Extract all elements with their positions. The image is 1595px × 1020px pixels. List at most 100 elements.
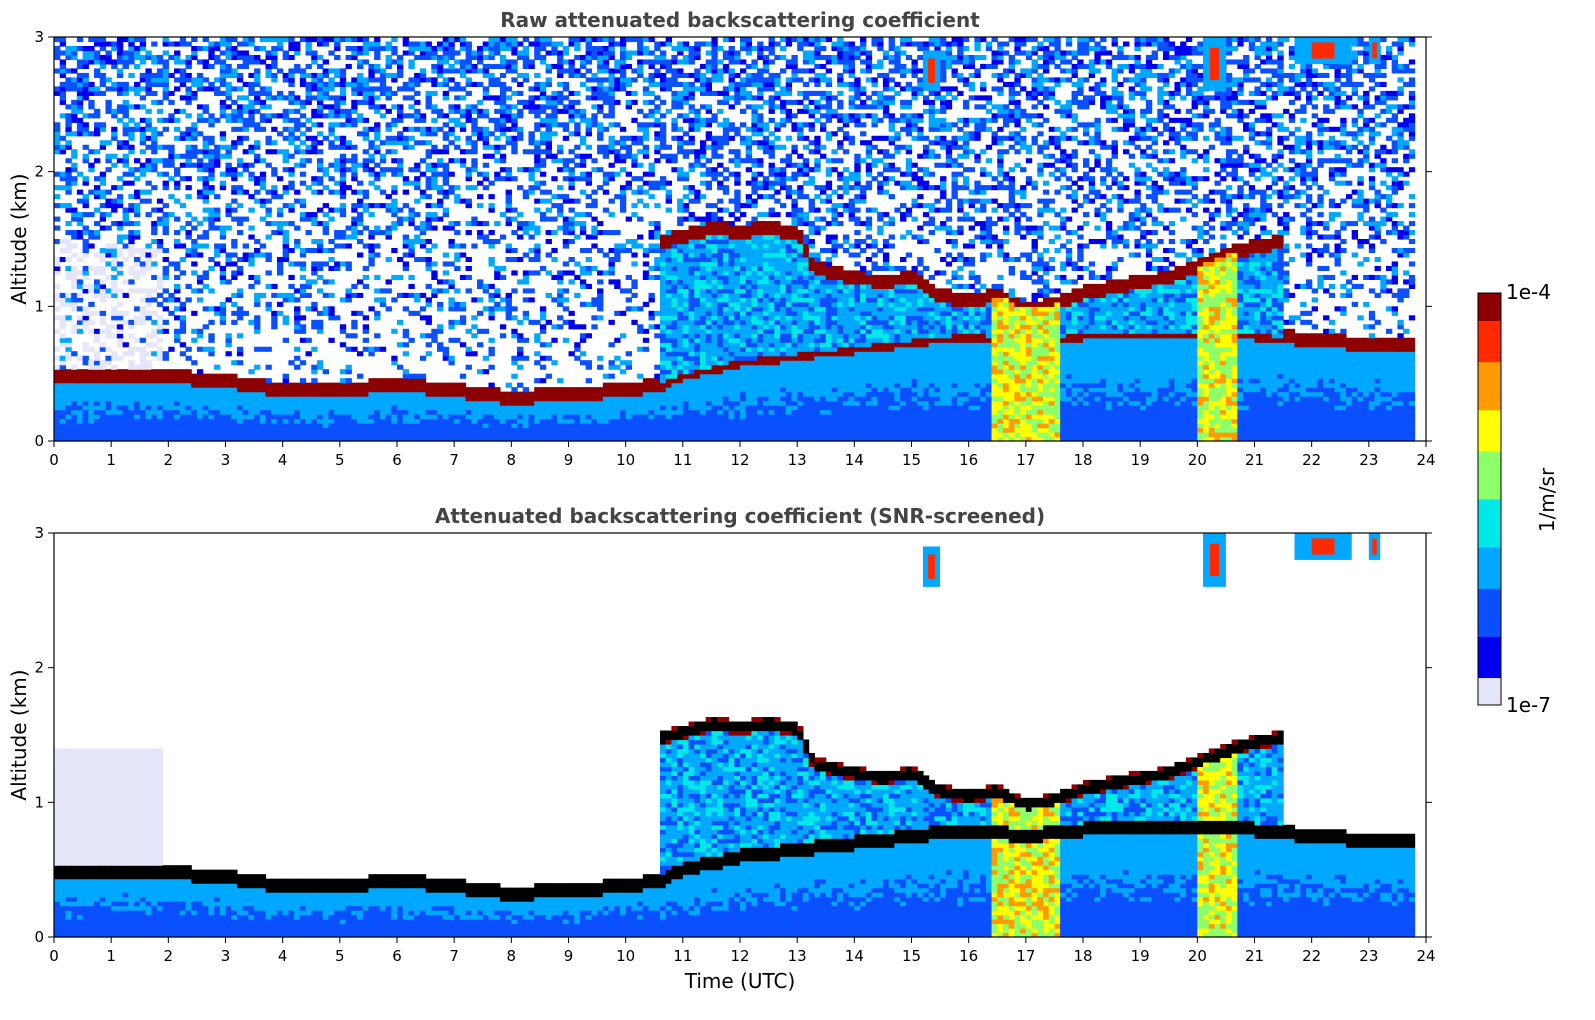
heatmap-cell (425, 333, 432, 339)
heatmap-cell (671, 324, 678, 330)
heatmap-cell (71, 243, 78, 249)
heatmap-cell (642, 90, 650, 96)
heatmap-cell (105, 414, 112, 420)
heatmap-cell (574, 346, 581, 352)
heatmap-cell (431, 423, 438, 429)
heatmap-cell (288, 171, 295, 177)
heatmap-cell (116, 37, 124, 43)
heatmap-cell (597, 77, 604, 83)
heatmap-cell (431, 400, 438, 406)
heatmap-cell (134, 373, 141, 379)
heatmap-cell (528, 423, 535, 429)
heatmap-cell (671, 382, 678, 388)
heatmap-cell (116, 45, 124, 52)
heatmap-cell (351, 45, 358, 52)
heatmap-cell (557, 391, 564, 397)
heatmap-cell (385, 149, 392, 155)
heatmap-cell (459, 198, 467, 204)
heatmap-cell (151, 185, 158, 191)
heatmap-cell (659, 99, 667, 105)
heatmap-cell (111, 373, 118, 379)
heatmap-cell (419, 77, 427, 83)
heatmap-cell (608, 364, 615, 370)
heatmap-cell (116, 288, 124, 294)
heatmap-cell (351, 423, 358, 429)
heatmap-cell (351, 387, 358, 393)
heatmap-cell (625, 409, 632, 415)
heatmap-cell (82, 346, 89, 352)
heatmap-cell (431, 427, 438, 433)
heatmap-cell (574, 144, 581, 150)
heatmap-cell (465, 409, 472, 415)
heatmap-cell (208, 306, 215, 312)
heatmap-cell (574, 387, 581, 393)
heatmap-cell (517, 418, 524, 424)
heatmap-cell (659, 113, 667, 119)
heatmap-cell (477, 230, 484, 236)
heatmap-cell (351, 189, 358, 195)
heatmap-cell (534, 45, 541, 52)
heatmap-cell (362, 126, 370, 132)
heatmap-cell (276, 225, 284, 231)
heatmap-cell (214, 162, 221, 168)
heatmap-cell (597, 135, 604, 141)
heatmap-cell (465, 77, 472, 83)
heatmap-cell (162, 288, 169, 294)
heatmap-cell (511, 409, 518, 415)
heatmap-cell (82, 310, 89, 316)
heatmap-cell (471, 324, 478, 330)
heatmap-cell (351, 414, 358, 420)
heatmap-cell (288, 185, 295, 191)
heatmap-cell (219, 423, 227, 429)
heatmap-cell (276, 256, 284, 263)
heatmap-cell (105, 77, 112, 83)
heatmap-cell (128, 41, 135, 47)
heatmap-cell (185, 113, 192, 119)
heatmap-cell (105, 274, 112, 280)
heatmap-cell (517, 382, 524, 388)
heatmap-cell (174, 315, 181, 321)
heatmap-cell (528, 400, 535, 406)
heatmap-cell (116, 239, 124, 245)
heatmap-cell (151, 131, 158, 137)
heatmap-cell (168, 382, 175, 388)
heatmap-cell (637, 423, 644, 429)
heatmap-cell (99, 423, 107, 429)
heatmap-cell (488, 180, 495, 186)
heatmap-cell (105, 355, 112, 361)
heatmap-cell (437, 342, 444, 348)
heatmap-cell (579, 337, 587, 343)
heatmap-cell (339, 342, 347, 348)
heatmap-cell (208, 140, 215, 146)
heatmap-cell (208, 162, 215, 168)
heatmap-cell (299, 274, 307, 280)
heatmap-cell (551, 324, 558, 330)
heatmap-cell (431, 77, 438, 83)
heatmap-cell (168, 427, 175, 433)
heatmap-cell (391, 104, 398, 110)
heatmap-cell (334, 72, 341, 78)
heatmap-cell (654, 387, 661, 393)
heatmap-cell (271, 59, 278, 65)
heatmap-cell (379, 418, 387, 424)
heatmap-cell (139, 396, 147, 402)
heatmap-cell (637, 72, 644, 78)
heatmap-cell (402, 37, 410, 43)
heatmap-cell (665, 378, 672, 384)
heatmap-cell (619, 72, 627, 78)
heatmap-cell (402, 427, 410, 433)
heatmap-cell (665, 315, 672, 321)
heatmap-cell (54, 256, 61, 263)
heatmap-cell (397, 319, 404, 325)
heatmap-cell (425, 212, 432, 218)
heatmap-cell (385, 409, 392, 415)
heatmap-cell (202, 176, 209, 182)
heatmap-cell (294, 41, 301, 47)
heatmap-cell (579, 158, 587, 164)
heatmap-cell (568, 113, 575, 119)
heatmap-cell (671, 297, 678, 303)
heatmap-cell (219, 414, 227, 420)
heatmap-cell (339, 400, 347, 406)
heatmap-cell (568, 427, 575, 433)
heatmap-cell (397, 135, 404, 141)
